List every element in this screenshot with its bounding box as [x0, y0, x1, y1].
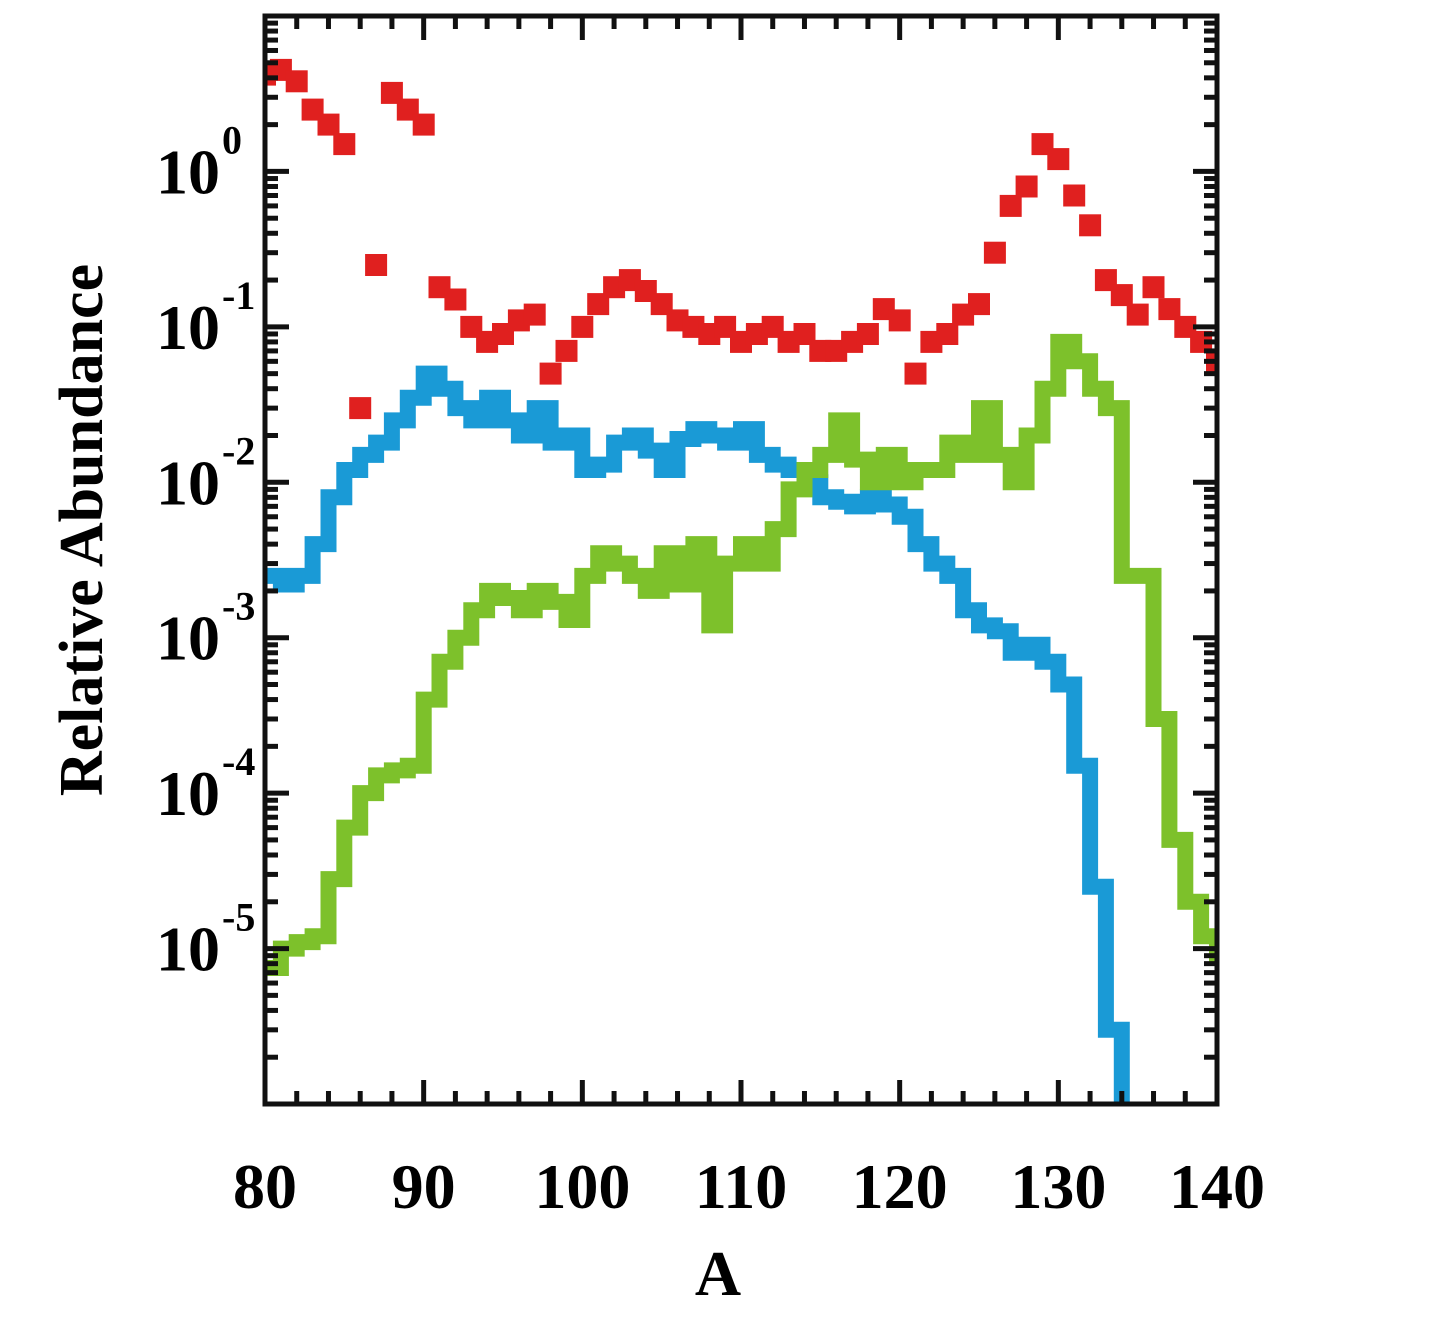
- data-point: [936, 323, 959, 345]
- data-point: [523, 303, 546, 326]
- x-tick-label: 90: [392, 1151, 456, 1222]
- y-tick-label-base: 10: [156, 292, 220, 363]
- data-point: [983, 241, 1006, 264]
- x-axis-title: A: [695, 1238, 741, 1309]
- y-tick-label-base: 10: [156, 447, 220, 518]
- series-line: [265, 333, 1217, 976]
- data-point: [968, 293, 990, 316]
- data-point: [1047, 148, 1070, 171]
- x-tick-label: 140: [1169, 1151, 1265, 1222]
- data-point: [571, 315, 594, 338]
- data-point: [888, 309, 911, 332]
- y-tick-label-exponent: -2: [222, 428, 255, 473]
- data-point: [999, 194, 1022, 217]
- y-tick-label-exponent: 0: [222, 117, 242, 162]
- data-point: [1142, 276, 1165, 299]
- tick-layer: [265, 16, 1217, 1104]
- data-point: [1158, 298, 1181, 321]
- y-tick-label: 10 -5: [156, 895, 255, 985]
- data-point: [1110, 284, 1133, 307]
- data-point: [349, 397, 372, 420]
- series-layer: [265, 58, 1217, 1104]
- data-point: [285, 70, 308, 93]
- data-point: [587, 293, 610, 316]
- data-point: [856, 323, 879, 345]
- y-tick-label-base: 10: [156, 758, 220, 829]
- y-tick-label: 10 -1: [156, 273, 255, 363]
- x-tick-label: 120: [852, 1151, 948, 1222]
- x-tick-label: 80: [233, 1151, 297, 1222]
- x-tick-label: 100: [534, 1151, 630, 1222]
- y-tick-label-base: 10: [156, 603, 220, 674]
- x-tick-label: 130: [1010, 1151, 1106, 1222]
- series-1: [265, 365, 1130, 1104]
- y-tick-label-exponent: -1: [222, 273, 255, 318]
- y-tick-label: 10 -4: [156, 739, 255, 829]
- y-tick-label: 10 0: [156, 117, 242, 207]
- series-line: [265, 365, 1130, 1104]
- data-point: [333, 133, 356, 156]
- y-tick-label-exponent: -3: [222, 584, 255, 629]
- data-point: [1079, 214, 1102, 237]
- y-axis-title: Relative Abundance: [48, 264, 116, 796]
- data-point: [1126, 303, 1149, 326]
- y-tick-label-exponent: -5: [222, 895, 255, 940]
- y-tick-label: 10 -3: [156, 584, 255, 674]
- data-point: [555, 339, 578, 362]
- data-point: [904, 362, 927, 385]
- data-point: [793, 323, 816, 345]
- y-tick-label-base: 10: [156, 136, 220, 207]
- data-point: [365, 254, 388, 276]
- data-point: [412, 113, 435, 136]
- data-point: [1015, 175, 1038, 198]
- data-point: [539, 362, 562, 385]
- series-2: [265, 333, 1217, 976]
- series-0: [265, 58, 1217, 420]
- y-tick-label-exponent: -4: [222, 739, 255, 784]
- data-point: [380, 81, 403, 104]
- data-point: [317, 113, 340, 136]
- y-tick-label-base: 10: [156, 914, 220, 985]
- x-tick-label: 110: [695, 1151, 787, 1222]
- y-tick-label: 10 -2: [156, 428, 255, 518]
- data-point: [444, 288, 467, 311]
- data-point: [1063, 184, 1086, 207]
